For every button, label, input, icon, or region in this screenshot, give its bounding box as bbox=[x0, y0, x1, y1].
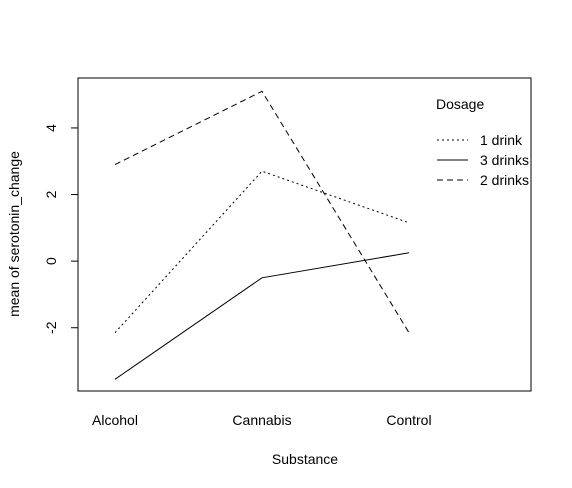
y-tick-label: 4 bbox=[43, 124, 59, 132]
legend-title: Dosage bbox=[436, 96, 484, 112]
series-line-2-drinks bbox=[114, 90, 410, 333]
x-tick-label: Cannabis bbox=[232, 412, 291, 428]
y-tick-label: 2 bbox=[43, 190, 59, 198]
x-axis: Alcohol Cannabis Control bbox=[92, 412, 432, 428]
x-tick-label: Alcohol bbox=[92, 412, 138, 428]
legend-label: 1 drink bbox=[480, 132, 523, 148]
series-lines bbox=[114, 90, 410, 380]
y-axis-label: mean of serotonin_change bbox=[6, 151, 22, 317]
series-line-1-drink bbox=[114, 170, 410, 334]
y-axis: -2 0 2 4 bbox=[43, 124, 79, 334]
legend-label: 2 drinks bbox=[480, 172, 529, 188]
x-tick-label: Control bbox=[386, 412, 431, 428]
x-axis-label: Substance bbox=[272, 451, 338, 467]
legend: Dosage 1 drink 3 drinks 2 drinks bbox=[436, 96, 529, 188]
plot-box bbox=[77, 77, 532, 392]
legend-label: 3 drinks bbox=[480, 152, 529, 168]
y-tick-label: -2 bbox=[43, 321, 59, 334]
y-tick-label: 0 bbox=[43, 257, 59, 265]
series-line-3-drinks bbox=[114, 252, 410, 380]
